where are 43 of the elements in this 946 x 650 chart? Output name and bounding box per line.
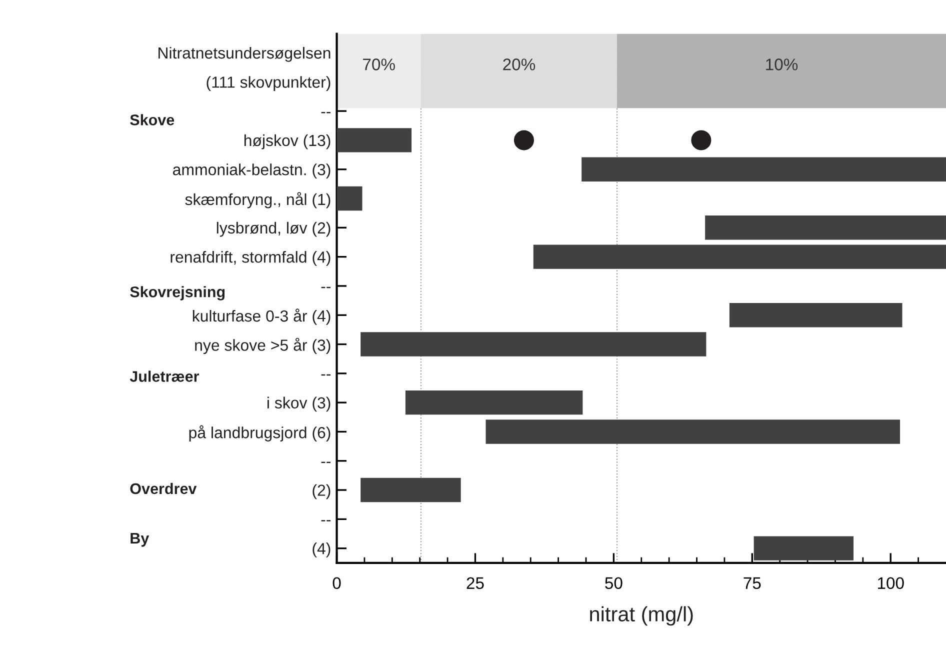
y-tick-label: (2) (312, 484, 330, 500)
bar (360, 332, 706, 356)
y-tick-label: nye skove >5 år (3) (195, 338, 330, 354)
x-axis-title: nitrat (mg/l) (590, 606, 693, 626)
bar (754, 536, 854, 560)
y-tick-label: højskov (13) (244, 134, 330, 150)
bar (582, 157, 946, 182)
y-tick-label: -- (321, 462, 331, 464)
bar (705, 216, 946, 240)
text: Overdrev (130, 482, 197, 494)
x-tick-label: 100 (878, 577, 904, 590)
bar (336, 186, 362, 211)
y-tick-label: skæmforyng., nål (1) (185, 192, 330, 208)
bar (486, 420, 900, 444)
x-tick-label: 0 (332, 577, 341, 590)
text: Skovrejsning (130, 286, 225, 300)
y-tick-label: -- (321, 520, 331, 522)
y-tick-label: Nitratnetsundersøgelsen (158, 46, 330, 62)
y-tick-label: -- (321, 112, 331, 114)
band-label: 10% (766, 58, 798, 70)
bar (405, 390, 583, 415)
y-tick-label: (111 skovpunkter) (206, 76, 330, 91)
y-tick-label: på landbrugsjord (6) (189, 425, 330, 442)
text: Juletræer (130, 370, 200, 382)
bar (729, 303, 902, 328)
y-tick-label: lysbrønd, løv (2) (216, 222, 330, 237)
bar (533, 244, 946, 269)
y-tick-label: i skov (3) (268, 396, 330, 412)
y-tick-label: ammoniak-belastn. (3) (173, 164, 330, 178)
bar (336, 128, 412, 152)
y-tick-label: (4) (312, 542, 330, 558)
text: Skove (130, 114, 174, 126)
bar (360, 478, 461, 502)
y-tick-label: renafdrift, stormfald (4) (170, 251, 330, 266)
text: By (130, 533, 150, 547)
x-tick-label: 50 (605, 577, 622, 590)
y-tick-label: kulturfase 0-3 år (4) (192, 308, 330, 325)
y-tick-label: -- (321, 286, 331, 288)
x-tick-label: 25 (466, 577, 484, 590)
band-label: 70% (363, 58, 395, 70)
y-tick-label: -- (321, 374, 331, 376)
band-label: 20% (503, 58, 536, 70)
x-tick-label: 75 (744, 577, 761, 590)
